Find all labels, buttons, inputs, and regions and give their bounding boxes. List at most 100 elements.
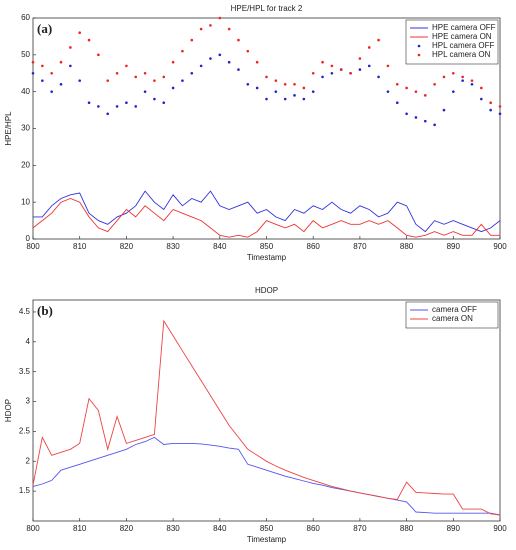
chart-title: HPE/HPL for track 2 [231, 4, 303, 13]
hpl-point [171, 86, 175, 90]
hpl-point [87, 38, 91, 42]
hpl-point [218, 16, 222, 20]
legend-swatch [417, 44, 421, 48]
hpl-point [461, 75, 464, 79]
y-tick-label: 2 [26, 456, 31, 465]
hpl-point [423, 94, 427, 97]
hpl-point [106, 79, 110, 82]
x-tick-label: 840 [213, 242, 227, 251]
y-tick-label: 3 [26, 397, 31, 406]
legend-label: HPE camera ON [432, 32, 492, 41]
hpl-point [59, 60, 63, 64]
hpl-point [265, 75, 268, 79]
hpl-point [171, 60, 175, 64]
x-tick-label: 900 [493, 242, 507, 251]
hpl-point [153, 97, 156, 101]
hpl-point [78, 31, 81, 35]
hpl-point [162, 75, 166, 79]
hpl-point [283, 83, 287, 86]
hpl-point [293, 83, 296, 86]
hpl-point [255, 60, 259, 64]
hpl-point [227, 27, 231, 31]
hpl-point [125, 101, 128, 105]
hpl-point [311, 71, 315, 75]
hpl-point [97, 53, 100, 57]
hpl-point [452, 90, 455, 93]
hpl-point [321, 60, 324, 64]
x-tick-label: 880 [400, 524, 414, 533]
hpl-point [181, 49, 184, 53]
hpl-point [274, 90, 278, 93]
hpl-point [339, 68, 343, 71]
y-axis-label: HDOP [4, 399, 13, 422]
hpl-point [69, 64, 72, 68]
x-tick-label: 860 [307, 242, 321, 251]
legend-box [405, 19, 499, 65]
hpl-point [115, 105, 119, 108]
hpl-point [143, 90, 147, 93]
legend-label: HPE camera OFF [432, 23, 496, 32]
x-tick-label: 870 [353, 242, 367, 251]
hpl-point [395, 101, 399, 105]
legend-label: HPL camera ON [432, 50, 491, 59]
hpl-point [461, 79, 464, 82]
y-tick-label: 1.5 [19, 486, 31, 495]
hpl-point [31, 60, 35, 64]
hpl-point [442, 108, 446, 112]
hpl-point [442, 75, 446, 79]
hpl-point [489, 108, 492, 112]
legend-label: camera OFF [432, 305, 477, 314]
hpl-point [255, 86, 259, 90]
hpl-point [405, 86, 408, 90]
series-line [32, 319, 501, 516]
y-tick-label: 50 [21, 50, 30, 59]
x-tick-label: 820 [120, 242, 134, 251]
hpl-point [50, 71, 53, 75]
hpl-point [209, 24, 212, 27]
hpl-point [489, 101, 492, 105]
hpl-point [358, 68, 362, 71]
hpl-point [321, 75, 324, 79]
hpl-point [41, 64, 44, 68]
hpl-point [414, 116, 418, 119]
y-tick-label: 30 [21, 124, 30, 133]
hpl-point [302, 86, 306, 90]
hpl-point [106, 112, 110, 116]
hpl-point [470, 83, 474, 86]
hpl-point [134, 75, 138, 79]
x-tick-label: 900 [493, 524, 507, 533]
hpl-point [143, 71, 147, 75]
hpl-point [274, 79, 278, 82]
hpl-point [134, 105, 138, 108]
x-tick-label: 810 [73, 524, 87, 533]
chart-title: HDOP [255, 286, 278, 295]
hpl-point [349, 71, 352, 75]
hpl-point [237, 38, 240, 42]
hpl-point [78, 79, 81, 82]
hpl-point [330, 71, 334, 75]
hpl-point [452, 71, 455, 75]
hpl-point [153, 79, 156, 82]
hpl-point [480, 97, 483, 101]
legend-box [405, 301, 499, 329]
x-axis-label: Timestamp [247, 253, 287, 262]
y-tick-label: 10 [21, 197, 30, 206]
hpl-point [246, 49, 250, 53]
x-tick-label: 820 [120, 524, 134, 533]
hpl-point [115, 71, 119, 75]
x-tick-label: 800 [26, 524, 40, 533]
x-tick-label: 830 [166, 242, 180, 251]
hpl-point [246, 83, 250, 86]
x-axis-label: Timestamp [247, 535, 287, 544]
x-tick-label: 890 [447, 242, 461, 251]
hpl-point [59, 83, 63, 86]
hpl-point [405, 112, 408, 116]
x-tick-label: 830 [166, 524, 180, 533]
plot-area [32, 299, 501, 522]
series-line [32, 198, 500, 238]
y-tick-label: 20 [21, 160, 30, 169]
hpl-point [367, 64, 371, 68]
hpl-point [209, 57, 212, 60]
x-tick-label: 800 [26, 242, 40, 251]
